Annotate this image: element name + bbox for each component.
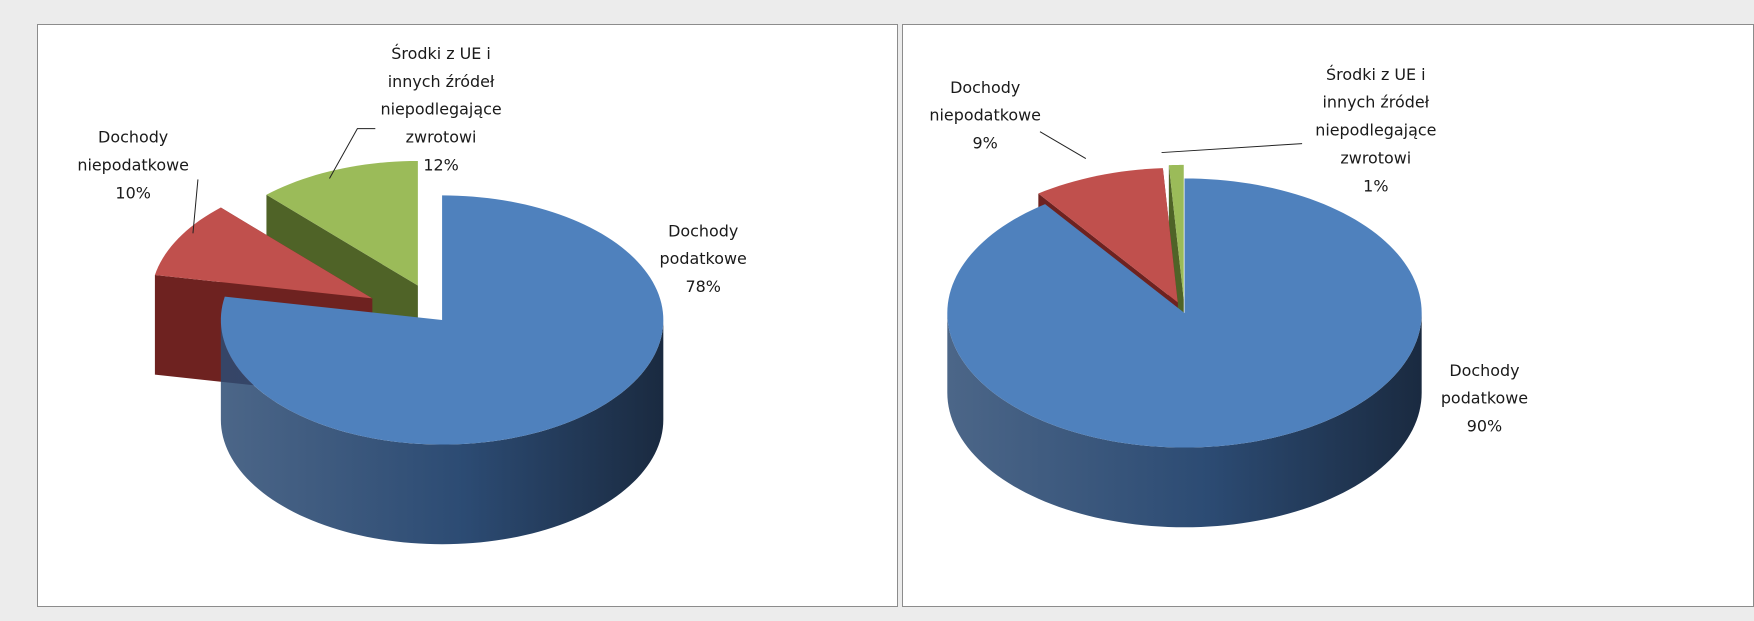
chart-panel-right: Dochody podatkowe 90% Dochody niepodatkowe 9%… <box>902 24 1754 607</box>
leader-line-ue <box>329 128 376 179</box>
slice-podatkowe-top <box>220 195 664 445</box>
data-label-podatkowe: Dochody podatkowe 78% <box>660 221 747 296</box>
data-label-niepodatkowe-line: Dochody <box>98 128 168 147</box>
data-label-ue-line: 12% <box>423 155 458 174</box>
data-label-ue-line: niepodlegające <box>380 100 501 119</box>
data-label-niepodatkowe: Dochody niepodatkowe 9% <box>929 78 1041 153</box>
data-label-podatkowe: Dochody podatkowe 90% <box>1441 361 1528 436</box>
data-label-ue-line: innych źródeł <box>1322 93 1429 112</box>
data-label-podatkowe-line: podatkowe <box>660 249 747 268</box>
slice-ue-top <box>266 160 418 286</box>
data-label-ue: Środki z UE i innych źródeł niepodlegające… <box>380 44 501 175</box>
data-label-ue-line: 1% <box>1363 176 1388 195</box>
data-label-podatkowe-line: Dochody <box>668 221 738 240</box>
data-label-niepodatkowe-line: niepodatkowe <box>929 106 1041 125</box>
data-label-ue-line: Środki z UE i <box>391 44 491 63</box>
chart-panel-left: Dochody podatkowe 78% Dochody niepodatkowe 10… <box>37 24 898 607</box>
leader-line-niepodatkowe <box>192 179 199 234</box>
leader-line-niepodatkowe <box>1039 131 1087 159</box>
data-label-niepodatkowe-line: Dochody <box>950 78 1020 97</box>
data-label-podatkowe-line: 90% <box>1467 417 1502 436</box>
data-label-ue-line: niepodlegające <box>1315 121 1436 140</box>
slice-niepodatkowe-top <box>154 207 373 299</box>
slice-niepodatkowe-top <box>1038 168 1178 303</box>
leader-line-ue <box>1161 143 1303 154</box>
data-label-podatkowe-line: podatkowe <box>1441 389 1528 408</box>
pie-chart-left: Dochody podatkowe 78% Dochody niepodatkowe 10… <box>77 44 747 545</box>
data-label-niepodatkowe: Dochody niepodatkowe 10% <box>77 128 189 203</box>
data-label-podatkowe-line: 78% <box>685 277 720 296</box>
data-label-ue-line: zwrotowi <box>406 128 477 147</box>
slice-podatkowe-side <box>947 313 1422 528</box>
data-label-ue-line: innych źródeł <box>388 72 495 91</box>
data-label-ue: Środki z UE i innych źródeł niepodlegające… <box>1315 65 1436 196</box>
data-label-niepodatkowe-line: 10% <box>115 183 150 202</box>
data-label-ue-line: Środki z UE i <box>1326 65 1426 84</box>
pie-chart-right: Dochody podatkowe 90% Dochody niepodatkowe 9%… <box>929 65 1528 528</box>
data-label-ue-line: zwrotowi <box>1340 149 1411 168</box>
slice-ue-top <box>1168 164 1184 300</box>
data-label-niepodatkowe-line: niepodatkowe <box>77 155 189 174</box>
slice-podatkowe-side <box>220 319 664 545</box>
data-label-niepodatkowe-line: 9% <box>973 134 998 153</box>
slice-podatkowe-top <box>947 178 1422 448</box>
data-label-podatkowe-line: Dochody <box>1449 361 1519 380</box>
